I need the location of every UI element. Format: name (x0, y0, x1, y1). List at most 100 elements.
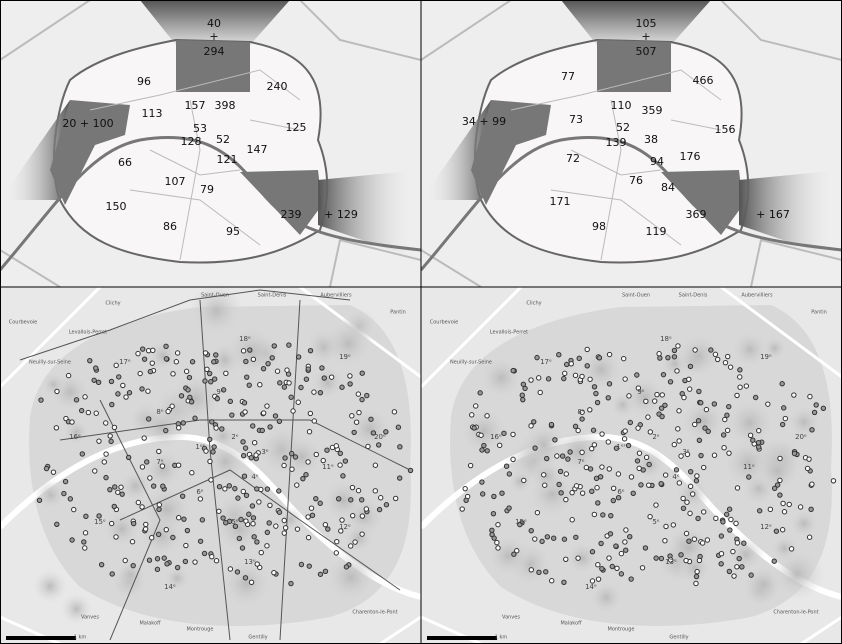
heat-blob (729, 329, 770, 370)
poi-marker (595, 400, 599, 404)
poi-marker (490, 532, 494, 536)
poi-marker (257, 500, 261, 504)
poi-marker (694, 479, 698, 483)
poi-marker (146, 389, 150, 393)
poi-marker (117, 375, 121, 379)
poi-marker (615, 566, 619, 570)
poi-marker (44, 466, 48, 470)
poi-marker (685, 500, 689, 504)
poi-marker (511, 368, 515, 372)
poi-marker (721, 433, 725, 437)
poi-marker (360, 532, 364, 536)
place-label: 13ᵉ (244, 558, 256, 566)
poi-marker (323, 522, 327, 526)
poi-marker (772, 559, 776, 563)
poi-marker (176, 463, 180, 467)
poi-marker (654, 556, 658, 560)
heat-blob (188, 282, 245, 339)
poi-marker (104, 452, 108, 456)
poi-marker (807, 535, 811, 539)
poi-marker (738, 375, 742, 379)
place-label: 7ᵉ (156, 458, 163, 466)
poi-marker (63, 479, 67, 483)
poi-marker (312, 390, 316, 394)
place-label: 1 km (74, 635, 87, 641)
poi-marker (198, 539, 202, 543)
poi-marker (241, 489, 245, 493)
poi-marker (182, 517, 186, 521)
poi-marker (157, 503, 161, 507)
poi-marker (699, 453, 703, 457)
place-label: Courbevoie (9, 320, 38, 326)
poi-marker (306, 460, 310, 464)
poi-marker (177, 426, 181, 430)
place-label: 16ᵉ (490, 433, 502, 441)
poi-marker (637, 466, 641, 470)
poi-marker (549, 422, 553, 426)
poi-marker (751, 438, 755, 442)
poi-marker (611, 486, 615, 490)
poi-marker (275, 369, 279, 373)
poi-marker (666, 355, 670, 359)
poi-marker (492, 494, 496, 498)
place-label: 6ᵉ (196, 488, 203, 496)
poi-marker (696, 419, 700, 423)
count-label: 398 (215, 99, 236, 112)
poi-marker (636, 426, 640, 430)
poi-marker (130, 540, 134, 544)
poi-marker (564, 557, 568, 561)
poi-marker (193, 416, 197, 420)
poi-marker (721, 520, 725, 524)
poi-marker (626, 443, 630, 447)
poi-marker (274, 524, 278, 528)
poi-marker (39, 398, 43, 402)
poi-marker (290, 467, 294, 471)
poi-marker (536, 376, 540, 380)
poi-marker (250, 504, 254, 508)
poi-marker (715, 357, 719, 361)
poi-marker (610, 564, 614, 568)
poi-marker (150, 536, 154, 540)
poi-marker (780, 528, 784, 532)
poi-marker (245, 375, 249, 379)
poi-marker (188, 395, 192, 399)
poi-marker (727, 404, 731, 408)
poi-marker (706, 429, 710, 433)
poi-marker (694, 574, 698, 578)
poi-marker (296, 400, 300, 404)
poi-marker (120, 492, 124, 496)
poi-marker (131, 563, 135, 567)
poi-marker (84, 514, 88, 518)
poi-marker (537, 570, 541, 574)
poi-marker (251, 521, 255, 525)
poi-marker (299, 385, 303, 389)
poi-marker (496, 546, 500, 550)
poi-marker (277, 419, 281, 423)
poi-marker (639, 483, 643, 487)
poi-marker (220, 427, 224, 431)
poi-marker (356, 392, 360, 396)
poi-marker (340, 518, 344, 522)
poi-marker (727, 569, 731, 573)
poi-marker (186, 388, 190, 392)
poi-marker (340, 385, 344, 389)
heat-blob (564, 540, 601, 577)
poi-marker (619, 572, 623, 576)
poi-marker (543, 483, 547, 487)
poi-marker (323, 569, 327, 573)
count-label: + 129 (324, 208, 358, 221)
poi-marker (778, 493, 782, 497)
poi-marker (334, 551, 338, 555)
poi-marker (373, 489, 377, 493)
panel-top-right (421, 0, 842, 287)
poi-marker (737, 556, 741, 560)
poi-marker (580, 374, 584, 378)
count-label: 96 (137, 75, 151, 88)
poi-marker (780, 422, 784, 426)
poi-marker (552, 536, 556, 540)
poi-marker (136, 500, 140, 504)
poi-marker (203, 351, 207, 355)
poi-marker (140, 347, 144, 351)
poi-marker (164, 357, 168, 361)
poi-marker (148, 369, 152, 373)
